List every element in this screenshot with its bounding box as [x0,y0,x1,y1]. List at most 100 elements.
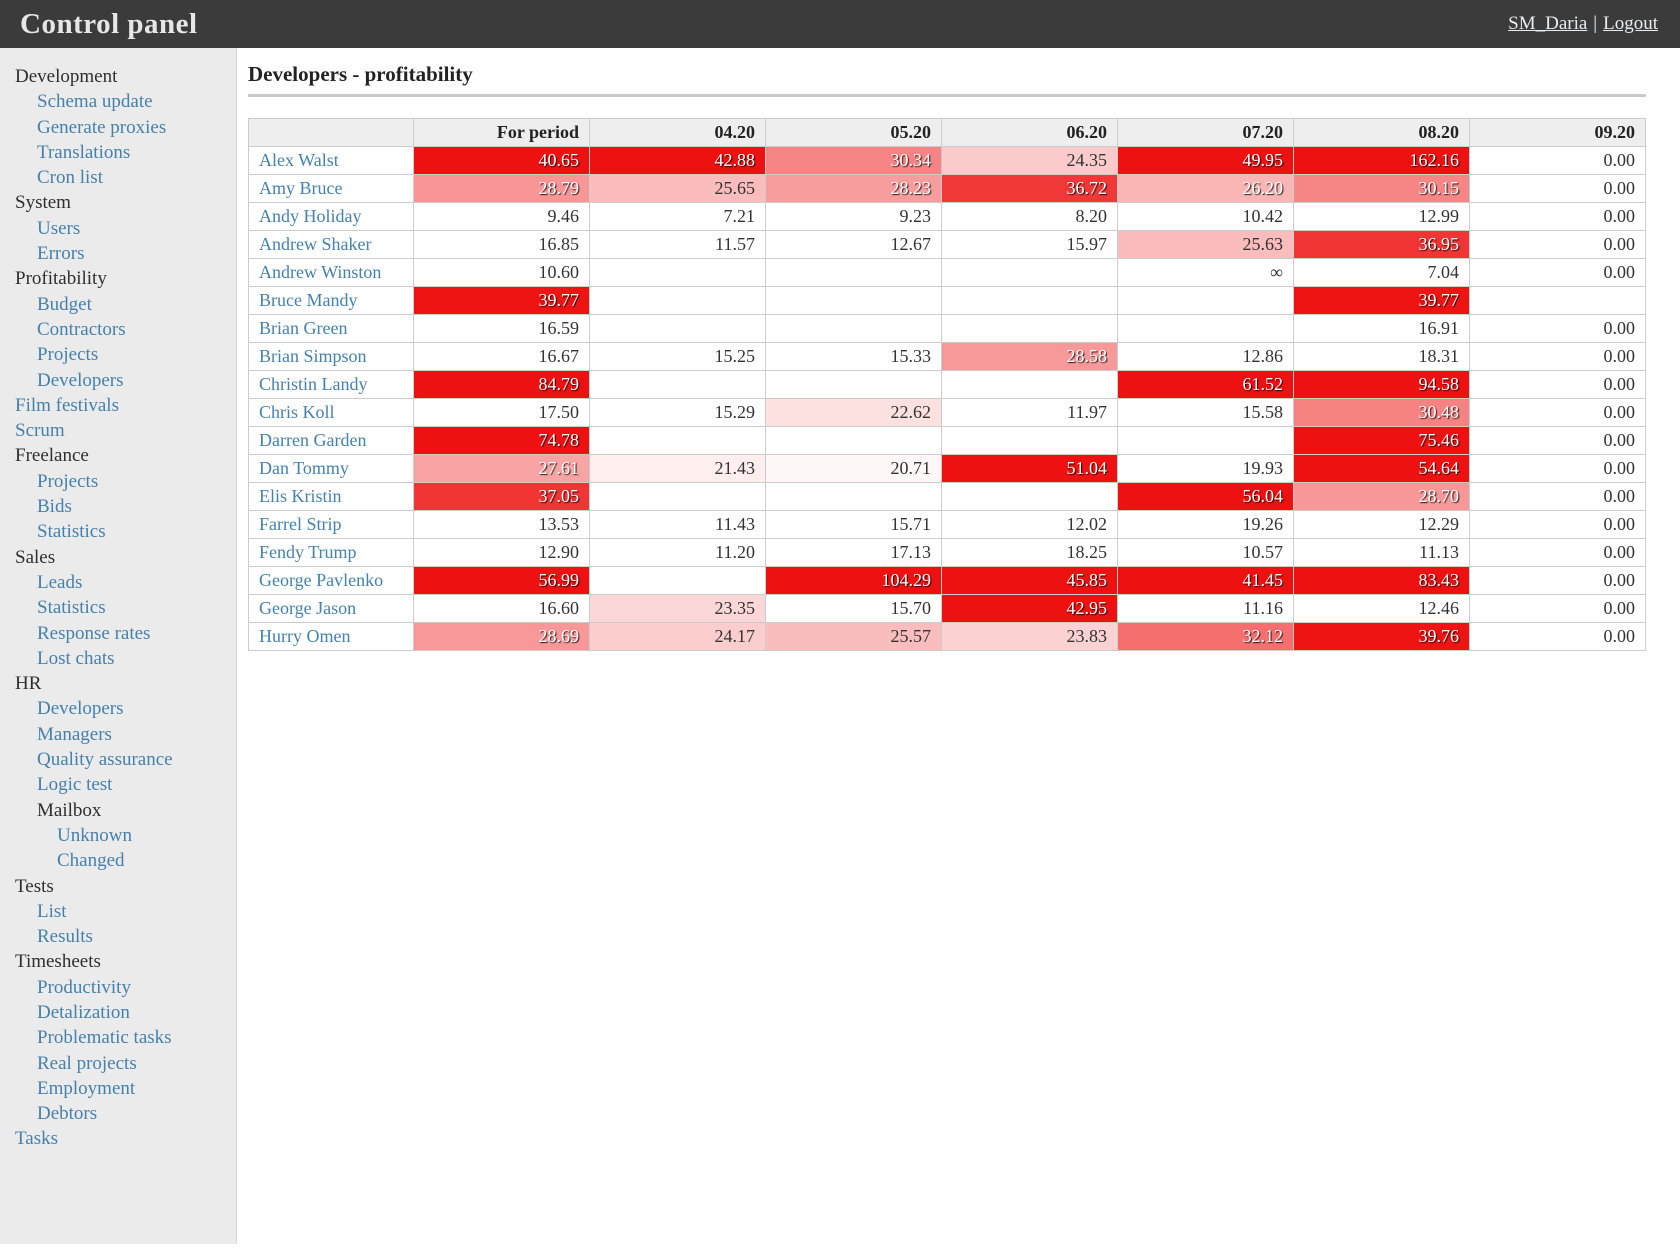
sidebar-item-bids[interactable]: Bids [37,496,72,518]
value-cell-09-20: 0.00 [1469,258,1646,287]
developer-link-chris-koll[interactable]: Chris Koll [259,402,335,422]
value-cell-04-20: 11.20 [589,538,766,567]
sidebar-item-response-rates[interactable]: Response rates [37,622,151,644]
value-cell-04-20 [589,426,766,455]
value-cell-for-period: 74.78 [413,426,590,455]
sidebar-item-developers[interactable]: Developers [37,369,124,391]
developer-link-brian-simpson[interactable]: Brian Simpson [259,346,367,366]
sidebar-item-managers[interactable]: Managers [37,723,112,745]
sidebar-item-list[interactable]: List [37,900,67,922]
value-cell-06-20: 24.35 [941,146,1118,175]
developer-link-bruce-mandy[interactable]: Bruce Mandy [259,290,358,310]
sidebar-item-errors[interactable]: Errors [37,243,85,265]
column-header-name [248,118,414,147]
table-row: Dan Tommy 27.61 21.43 20.71 51.04 19.93 54.64 0… [248,454,1646,483]
developer-link-hurry-omen[interactable]: Hurry Omen [259,626,351,646]
value-cell-for-period: 40.65 [413,146,590,175]
sidebar-item-problematic-tasks[interactable]: Problematic tasks [37,1027,172,1049]
developer-link-darren-garden[interactable]: Darren Garden [259,430,367,450]
sidebar-item-tasks[interactable]: Tasks [15,1128,59,1150]
value-cell-07-20: 19.93 [1117,454,1294,483]
table-row: Christin Landy 84.79 61.52 94.58 0.00 [248,370,1646,399]
sidebar-item-quality-assurance[interactable]: Quality assurance [37,749,173,771]
developer-name-cell: Brian Simpson [248,342,414,371]
developer-link-dan-tommy[interactable]: Dan Tommy [259,458,349,478]
value-cell-08-20: 83.43 [1293,566,1470,595]
sidebar-item-schema-update[interactable]: Schema update [37,91,153,113]
developer-link-elis-kristin[interactable]: Elis Kristin [259,486,342,506]
value-cell-05-20: 15.71 [765,510,942,539]
value-cell-08-20: 12.29 [1293,510,1470,539]
column-header-06-20: 06.20 [941,118,1118,147]
developer-link-christin-landy[interactable]: Christin Landy [259,374,368,394]
value-cell-09-20: 0.00 [1469,174,1646,203]
value-cell-08-20: 28.70 [1293,482,1470,511]
developer-link-alex-walst[interactable]: Alex Walst [259,150,339,170]
developer-link-george-pavlenko[interactable]: George Pavlenko [259,570,384,590]
sidebar-item-film-festivals[interactable]: Film festivals [15,394,119,416]
developer-link-george-jason[interactable]: George Jason [259,598,357,618]
logout-link[interactable]: Logout [1603,13,1658,34]
table-header-row: For period 04.20 05.20 06.20 07.20 08.20 09.20 [248,118,1646,147]
sidebar-item-real-projects[interactable]: Real projects [37,1052,137,1074]
developer-link-andrew-winston[interactable]: Andrew Winston [259,262,382,282]
sidebar-item-changed[interactable]: Changed [57,850,125,872]
developer-name-cell: Christin Landy [248,370,414,399]
sidebar-item-employment[interactable]: Employment [37,1077,136,1099]
sidebar-item-productivity[interactable]: Productivity [37,976,131,998]
main-layout: Development Schema update Generate proxies… [0,48,1680,1244]
sidebar-item-developers[interactable]: Developers [37,698,124,720]
sidebar-item-lost-chats[interactable]: Lost chats [37,647,115,669]
sidebar-item-leads[interactable]: Leads [37,571,83,593]
sidebar-item-unknown[interactable]: Unknown [57,824,132,846]
sidebar-item-contractors[interactable]: Contractors [37,318,126,340]
sidebar-item-scrum[interactable]: Scrum [15,420,65,442]
sidebar-item-detalization[interactable]: Detalization [37,1001,130,1023]
sidebar-item-budget[interactable]: Budget [37,293,92,315]
value-cell-05-20: 12.67 [765,230,942,259]
value-cell-for-period: 9.46 [413,202,590,231]
value-cell-07-20: 61.52 [1117,370,1294,399]
developer-link-brian-green[interactable]: Brian Green [259,318,348,338]
sidebar-item-cron-list[interactable]: Cron list [37,167,103,189]
value-cell-06-20: 12.02 [941,510,1118,539]
developer-link-andy-holiday[interactable]: Andy Holiday [259,206,362,226]
value-cell-07-20 [1117,314,1294,343]
developer-link-amy-bruce[interactable]: Amy Bruce [259,178,343,198]
sidebar-item-logic-test[interactable]: Logic test [37,774,113,796]
sidebar-item-translations[interactable]: Translations [37,141,131,163]
value-cell-05-20: 17.13 [765,538,942,567]
value-cell-04-20 [589,286,766,315]
value-cell-06-20 [941,286,1118,315]
value-cell-08-20: 75.46 [1293,426,1470,455]
value-cell-06-20: 11.97 [941,398,1118,427]
sidebar-nav: Development Schema update Generate proxies… [0,48,237,1244]
sidebar-item-projects[interactable]: Projects [37,470,99,492]
value-cell-06-20 [941,482,1118,511]
value-cell-09-20: 0.00 [1469,146,1646,175]
value-cell-09-20: 0.00 [1469,342,1646,371]
developer-link-fendy-trump[interactable]: Fendy Trump [259,542,357,562]
value-cell-07-20: 10.42 [1117,202,1294,231]
developer-name-cell: Elis Kristin [248,482,414,511]
sidebar-item-results[interactable]: Results [37,926,93,948]
username-link[interactable]: SM_Daria [1508,13,1588,34]
sidebar-item-generate-proxies[interactable]: Generate proxies [37,116,167,138]
developer-name-cell: Andrew Winston [248,258,414,287]
table-row: Hurry Omen 28.69 24.17 25.57 23.83 32.12 39.76… [248,622,1646,651]
developer-link-farrel-strip[interactable]: Farrel Strip [259,514,342,534]
value-cell-09-20: 0.00 [1469,510,1646,539]
value-cell-04-20: 15.25 [589,342,766,371]
value-cell-07-20: 25.63 [1117,230,1294,259]
sidebar-item-projects[interactable]: Projects [37,344,99,366]
sidebar-item-debtors[interactable]: Debtors [37,1103,98,1125]
value-cell-for-period: 13.53 [413,510,590,539]
sidebar-item-users[interactable]: Users [37,217,81,239]
value-cell-07-20 [1117,426,1294,455]
developer-link-andrew-shaker[interactable]: Andrew Shaker [259,234,372,254]
sidebar-item-statistics[interactable]: Statistics [37,521,106,543]
value-cell-05-20 [765,370,942,399]
value-cell-09-20: 0.00 [1469,370,1646,399]
sidebar-item-statistics[interactable]: Statistics [37,597,106,619]
value-cell-for-period: 84.79 [413,370,590,399]
